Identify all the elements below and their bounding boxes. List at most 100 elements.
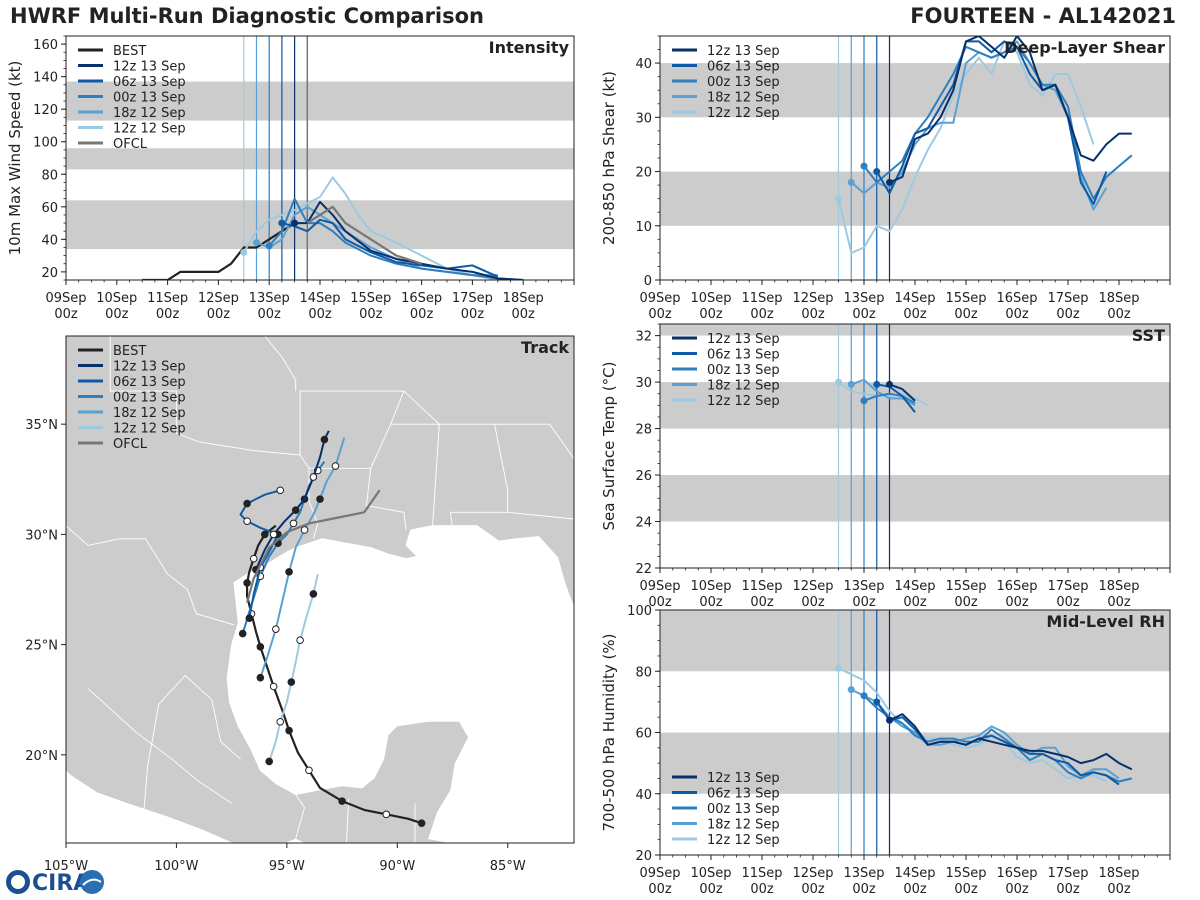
run-line-00z-13-Sep-start-marker [860, 692, 868, 700]
x-tick-label-day: 11Sep [741, 291, 782, 306]
run-track-12z-12-Sep-point [265, 757, 274, 766]
x-tick-label-day: 18Sep [1098, 579, 1139, 594]
x-tick-label-hour: 00z [903, 882, 927, 897]
legend-label: 00z 13 Sep [707, 363, 780, 378]
best-track-point [305, 766, 313, 775]
x-tick-label-day: 09Sep [639, 291, 680, 306]
y-tick-label: 30 [635, 376, 652, 391]
x-tick-label-hour: 00z [1005, 882, 1029, 897]
run-line-12z-12-Sep-start-marker [240, 248, 248, 256]
legend-label: 06z 13 Sep [707, 787, 780, 802]
y-tick-label: 80 [41, 168, 58, 183]
y-tick-label: 140 [33, 71, 58, 86]
x-tick-label-day: 13Sep [843, 291, 884, 306]
run-track-12z-13-Sep-point [291, 506, 300, 514]
x-tick-label-hour: 00z [699, 595, 723, 610]
run-line-06z-13-Sep-start-marker [278, 219, 286, 227]
x-tick-label-day: 15Sep [945, 579, 986, 594]
x-tick-label-day: 09Sep [639, 579, 680, 594]
x-tick-label-day: 18Sep [503, 291, 544, 306]
y-tick-label: 120 [33, 103, 58, 118]
run-track-12z-12-Sep [268, 573, 319, 762]
run-track-06z-13-Sep-point [276, 486, 285, 495]
x-tick-label-day: 17Sep [1047, 579, 1088, 594]
x-tick-label-day: 14Sep [894, 579, 935, 594]
x-tick-label-day: 14Sep [894, 291, 935, 306]
run-track-00z-13-Sep-point [238, 629, 247, 638]
legend-label: 12z 13 Sep [113, 360, 186, 375]
x-tick-label-day: 13Sep [843, 579, 884, 594]
run-line-00z-13-Sep [863, 392, 916, 404]
run-track-18z-12-Sep-point [316, 495, 324, 503]
y-tick-label: 60 [635, 727, 652, 742]
run-line-06z-13-Sep-start-marker [873, 698, 881, 706]
intensity-panel: 2040608010012014016009Sep00z10Sep00z11Se… [6, 35, 575, 322]
state-border [299, 390, 407, 531]
y-tick-label: 22 [635, 562, 652, 577]
x-tick-label-hour: 00z [750, 595, 774, 610]
x-tick-label-day: 18Sep [1098, 866, 1139, 881]
run-line-12z-13-Sep [889, 713, 1133, 771]
legend-label: BEST [113, 344, 146, 359]
legend-label: 00z 13 Sep [707, 802, 780, 817]
x-tick-label-day: 10Sep [96, 291, 137, 306]
run-line-12z-12-Sep-start-marker [835, 378, 842, 386]
intensity-plot-area [142, 176, 524, 280]
x-tick-label-hour: 00z [258, 307, 282, 322]
run-line-06z-13-Sep-start-marker [873, 380, 881, 388]
run-line-18z-12-Sep-start-marker [847, 686, 855, 694]
x-tick-label-hour: 00z [699, 882, 723, 897]
x-tick-label-hour: 00z [512, 307, 536, 322]
x-tick-label-day: 11Sep [741, 579, 782, 594]
run-track-18z-12-Sep-point [256, 673, 265, 682]
run-track-12z-12-Sep-point [309, 590, 318, 598]
x-tick-label-day: 13Sep [249, 291, 290, 306]
legend-label: 18z 12 Sep [707, 818, 780, 833]
best-track-point [256, 643, 265, 651]
shear-plot-area [835, 36, 1133, 254]
run-line-12z-13-Sep-start-marker [886, 178, 893, 186]
x-tick-label-day: 11Sep [741, 866, 782, 881]
panel-title: SST [1132, 326, 1165, 345]
x-tick-label-hour: 00z [1056, 882, 1080, 897]
x-tick-label-day: 12Sep [792, 866, 833, 881]
legend-label: 06z 13 Sep [113, 375, 186, 390]
x-tick-label-hour: 00z [903, 595, 927, 610]
x-tick-label-hour: 00z [1056, 595, 1080, 610]
x-tick-label-day: 12Sep [792, 291, 833, 306]
legend-label: 00z 13 Sep [113, 91, 186, 106]
x-tick-label-day: 16Sep [996, 866, 1037, 881]
run-line-12z-13-Sep-start-marker [291, 219, 299, 227]
y-tick-label: 0 [644, 274, 652, 289]
y-axis-label: 700-500 hPa Humidity (%) [600, 633, 618, 831]
run-line-00z-13-Sep-start-marker [860, 397, 868, 405]
shaded-band [660, 475, 1170, 522]
x-tick-label-hour: 00z [954, 882, 978, 897]
x-tick-label-day: 10Sep [690, 866, 731, 881]
run-line-12z-12-Sep [837, 40, 1095, 254]
panel-title: Intensity [489, 38, 570, 57]
x-tick-label-hour: 00z [852, 882, 876, 897]
y-tick-label: 20°N [25, 749, 58, 764]
sst-panel: 22242628303209Sep00z10Sep00z11Sep00z12Se… [600, 323, 1171, 610]
shaded-band [66, 148, 574, 170]
x-tick-label-hour: 00z [903, 307, 927, 322]
y-tick-label: 20 [41, 266, 58, 281]
y-axis-label: Sea Surface Temp (°C) [600, 361, 618, 530]
run-line-00z-13-Sep-start-marker [265, 242, 273, 250]
x-tick-label-hour: 00z [699, 307, 723, 322]
shaded-band [660, 324, 1170, 336]
run-line-12z-12-Sep-start-marker [835, 195, 842, 203]
x-tick-label-day: 14Sep [299, 291, 340, 306]
x-tick-label-hour: 00z [1005, 595, 1029, 610]
y-tick-label: 35°N [25, 418, 58, 433]
run-track-12z-13-Sep [254, 430, 330, 571]
run-track-06z-13-Sep-point [243, 499, 251, 508]
state-border [494, 423, 574, 460]
run-line-00z-13-Sep [268, 197, 524, 280]
best-track-point [243, 579, 251, 587]
x-tick-label-day: 18Sep [1098, 291, 1139, 306]
yucatan-land [370, 721, 468, 843]
best-track-point [269, 682, 278, 691]
best-track-point [285, 726, 293, 735]
